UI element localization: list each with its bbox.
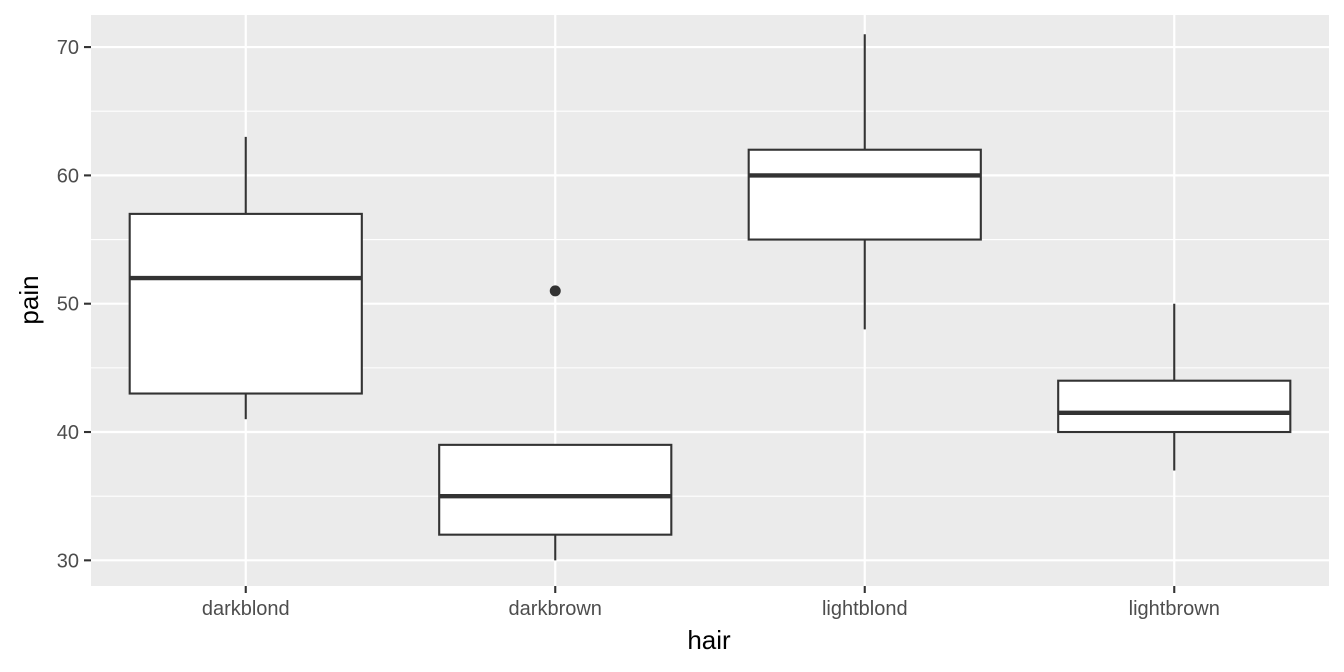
y-tick-label: 40 (57, 422, 79, 444)
box-iqr (438, 443, 673, 536)
box-series (128, 34, 1292, 561)
x-axis-title: hair (687, 625, 731, 655)
x-tick-label: darkbrown (509, 598, 602, 620)
x-tick-label: lightblond (822, 598, 908, 620)
box-lightbrown (1057, 303, 1292, 471)
box-iqr (1057, 379, 1292, 434)
x-tick-label: darkblond (202, 598, 290, 620)
y-axis: 30 40 50 60 70 (57, 37, 91, 572)
box-lightblond (747, 34, 982, 330)
outlier-point (549, 285, 561, 297)
y-tick-label: 50 (57, 294, 79, 316)
y-tick-label: 60 (57, 165, 79, 187)
y-tick-label: 70 (57, 37, 79, 59)
box-iqr (747, 148, 982, 241)
y-tick-label: 30 (57, 550, 79, 572)
box-darkblond (128, 136, 363, 420)
x-axis: darkblond darkbrown lightblond lightbrown (202, 586, 1220, 620)
y-axis-title: pain (14, 275, 44, 324)
x-tick-label: lightbrown (1129, 598, 1220, 620)
box-iqr (128, 212, 363, 395)
box-darkbrown (438, 285, 673, 561)
